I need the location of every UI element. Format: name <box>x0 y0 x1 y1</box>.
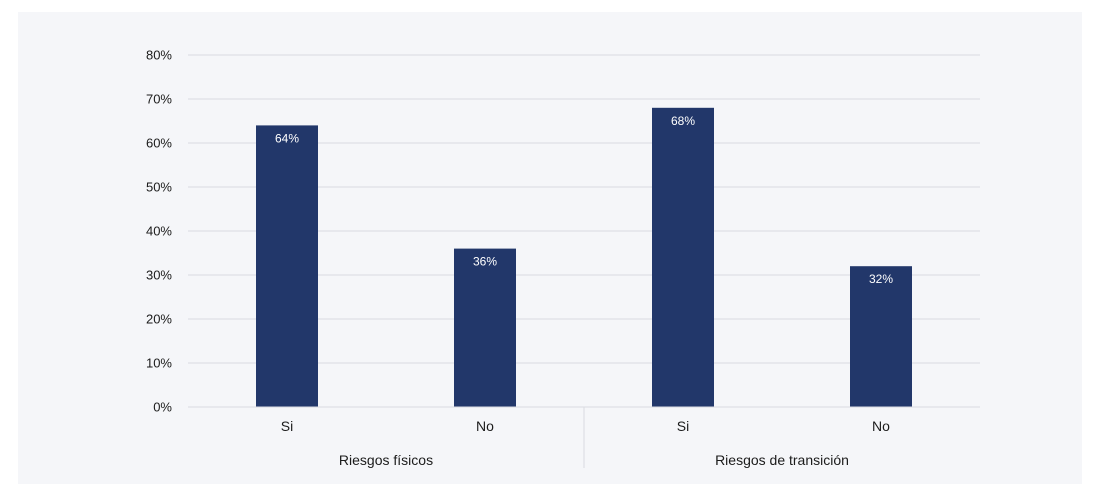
y-tick-label: 60% <box>146 136 172 151</box>
y-tick-label: 0% <box>153 400 172 415</box>
bar <box>454 248 516 407</box>
y-tick-label: 20% <box>146 312 172 327</box>
x-group-label: Riesgos físicos <box>339 452 433 468</box>
bars <box>256 107 912 408</box>
gridlines <box>188 54 980 364</box>
x-axis: Si No Si No Riesgos físicos Riesgos de transi… <box>188 406 980 468</box>
data-label: 64% <box>275 131 299 145</box>
bar <box>652 107 714 408</box>
y-tick-label: 40% <box>146 224 172 239</box>
bar <box>256 125 318 408</box>
y-tick-label: 80% <box>146 48 172 63</box>
x-category-label: No <box>872 418 890 434</box>
data-labels: 64% 36% 68% 32% <box>275 114 893 286</box>
x-category-label: Si <box>281 418 293 434</box>
x-group-label: Riesgos de transición <box>715 452 849 468</box>
y-axis-ticks: 0% 10% 20% 30% 40% 50% 60% 70% 80% <box>146 48 172 415</box>
y-tick-label: 10% <box>146 356 172 371</box>
bar <box>850 266 912 407</box>
y-tick-label: 30% <box>146 268 172 283</box>
data-label: 36% <box>473 255 497 269</box>
x-category-label: Si <box>677 418 689 434</box>
data-label: 68% <box>671 114 695 128</box>
y-tick-label: 70% <box>146 92 172 107</box>
y-tick-label: 50% <box>146 180 172 195</box>
x-category-label: No <box>476 418 494 434</box>
data-label: 32% <box>869 272 893 286</box>
